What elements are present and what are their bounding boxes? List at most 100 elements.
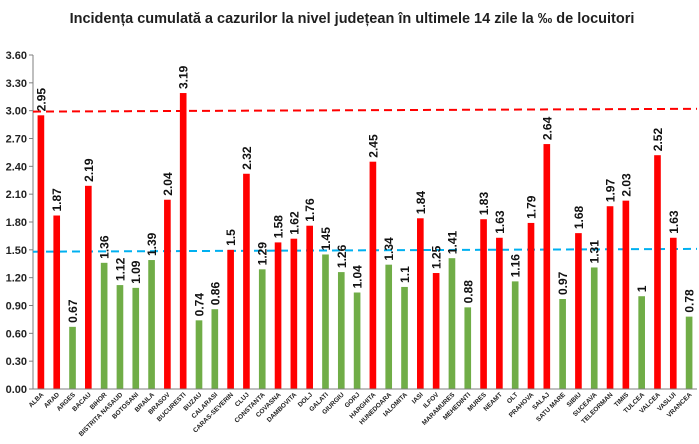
data-label: 0.78 <box>683 289 697 313</box>
bar <box>85 185 92 389</box>
data-label: 1.04 <box>351 265 365 289</box>
data-label: 1.68 <box>572 205 586 229</box>
data-label: 2.03 <box>619 173 633 197</box>
bar <box>417 218 424 389</box>
bars <box>37 93 693 389</box>
y-tick-label: 3.60 <box>6 50 27 62</box>
data-label: 2.52 <box>651 128 665 152</box>
bar <box>511 281 519 389</box>
data-label: 2.32 <box>240 146 254 170</box>
y-tick-label: 2.10 <box>6 189 27 201</box>
y-tick-label: 2.40 <box>6 161 27 173</box>
bar <box>480 219 487 389</box>
y-axis: 0.00 0.30 0.60 0.90 1.20 1.50 1.80 2.10 2.40 2.70… <box>6 50 34 396</box>
data-label: 1.29 <box>256 242 270 266</box>
data-label: 2.04 <box>161 172 175 196</box>
bar <box>622 200 630 389</box>
y-tick-label: 1.50 <box>6 245 27 257</box>
bar <box>195 320 203 389</box>
bar <box>559 299 566 389</box>
data-label: 1.58 <box>272 215 286 239</box>
bar <box>464 307 472 389</box>
data-label: 1.41 <box>445 230 459 254</box>
bar <box>543 144 551 389</box>
bar <box>669 237 677 389</box>
bar <box>385 264 393 389</box>
data-label: 2.19 <box>82 158 96 182</box>
bar <box>353 292 361 389</box>
y-tick-label: 1.20 <box>6 273 27 285</box>
y-tick-label: 3.00 <box>6 106 27 118</box>
data-label: 1.84 <box>414 191 428 215</box>
y-tick-label: 0.60 <box>6 328 27 340</box>
y-tick-label: 0.90 <box>6 301 27 313</box>
bar <box>148 260 155 389</box>
bar <box>100 262 108 389</box>
data-label: 1.36 <box>98 235 112 259</box>
bar <box>432 273 440 389</box>
data-label: 1.16 <box>509 254 523 278</box>
data-labels: 2.95 1.87 0.67 2.19 1.361.12 1.091.39 2.04 3.19… <box>34 65 696 322</box>
bar <box>606 206 614 389</box>
bar <box>685 316 693 389</box>
data-label: 0.74 <box>193 293 207 317</box>
data-label: 1.12 <box>113 257 127 281</box>
data-label: 1.26 <box>335 244 349 268</box>
data-label: 1.09 <box>129 260 143 284</box>
data-label: 2.95 <box>34 88 48 112</box>
data-label: 1.39 <box>145 232 159 256</box>
bar <box>575 233 582 389</box>
data-label: 1.62 <box>287 211 301 235</box>
bar <box>69 326 76 389</box>
data-label: 0.86 <box>208 282 222 306</box>
bar <box>258 269 266 389</box>
data-label: 0.88 <box>461 280 475 304</box>
y-tick-label: 0.00 <box>6 384 27 396</box>
reference-lines <box>32 107 698 253</box>
data-label: 1.5 <box>224 229 238 246</box>
data-label: 1.87 <box>50 188 64 212</box>
blue-threshold-line <box>32 247 698 253</box>
bar <box>496 237 503 389</box>
bar <box>306 225 313 389</box>
data-label: 1.45 <box>319 227 333 251</box>
data-label: 1.63 <box>667 210 681 234</box>
bar <box>37 115 45 389</box>
data-label: 1.79 <box>525 195 539 219</box>
data-label: 1 <box>635 285 649 292</box>
bar <box>290 238 298 389</box>
data-label: 1.1 <box>398 266 412 283</box>
data-label: 1.76 <box>303 198 317 222</box>
data-label: 3.19 <box>177 65 191 89</box>
bar <box>448 258 456 389</box>
bar <box>322 254 329 389</box>
bar <box>337 272 345 389</box>
bar <box>401 286 408 389</box>
bar <box>211 309 219 389</box>
y-tick-label: 3.30 <box>6 78 27 90</box>
bar <box>53 215 61 389</box>
y-tick-label: 1.80 <box>6 217 27 229</box>
data-label: 0.67 <box>66 299 80 323</box>
bar <box>527 222 535 389</box>
data-label: 1.63 <box>493 210 507 234</box>
bar <box>654 155 661 389</box>
bar <box>243 173 250 389</box>
data-label: 2.45 <box>366 134 380 158</box>
data-label: 1.83 <box>477 192 491 216</box>
bar <box>132 287 140 389</box>
bar <box>369 161 377 389</box>
red-threshold-line <box>32 107 698 113</box>
y-tick-label: 2.70 <box>6 134 27 146</box>
bar <box>164 199 171 389</box>
bar <box>227 249 234 389</box>
bar <box>274 242 282 389</box>
chart-title: Incidența cumulată a cazurilor la nivel … <box>70 11 635 27</box>
bar <box>638 296 645 389</box>
bar <box>590 267 598 389</box>
data-label: 2.64 <box>540 116 554 140</box>
data-label: 1.97 <box>604 179 618 203</box>
bar <box>179 93 187 389</box>
